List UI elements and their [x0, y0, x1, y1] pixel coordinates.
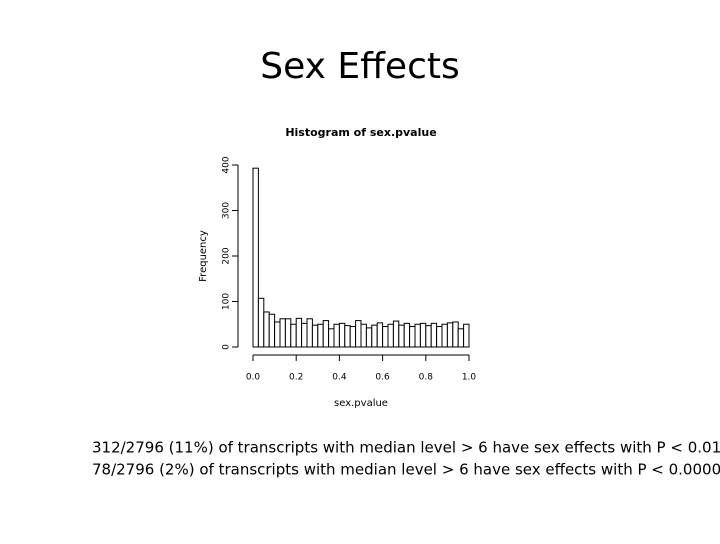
bar [284, 318, 292, 348]
bar [295, 317, 303, 348]
bar [306, 318, 313, 348]
x-tick-label: 0.0 [246, 373, 261, 383]
bar [338, 322, 346, 348]
chart-title: Histogram of sex.pvalue [285, 126, 436, 139]
bar [441, 323, 448, 348]
bar [279, 318, 286, 348]
bar [355, 320, 362, 348]
bar [252, 167, 259, 348]
bar [365, 327, 373, 348]
bar [419, 322, 427, 348]
bar [452, 321, 459, 348]
y-tick-label: 0 [222, 344, 232, 350]
bar [457, 328, 465, 348]
bar [317, 323, 324, 348]
note: 312/2796 (11%) of transcripts with media… [92, 439, 720, 457]
bar [360, 323, 367, 348]
bar [349, 326, 357, 348]
bar [290, 323, 297, 348]
bar [344, 325, 351, 348]
bar [263, 311, 270, 348]
bar [463, 323, 470, 348]
bar [425, 325, 432, 348]
note: 78/2796 (2%) of transcripts with median … [92, 461, 720, 479]
bar [322, 320, 330, 348]
bar [382, 326, 389, 348]
bar [301, 322, 308, 348]
bar [257, 297, 265, 348]
y-tick-label: 100 [222, 293, 232, 310]
y-tick-label: 200 [222, 247, 232, 264]
slide-title: Sex Effects [260, 46, 459, 87]
y-tick-label: 300 [222, 202, 232, 219]
bar [387, 323, 394, 348]
bar [430, 322, 438, 348]
bar [268, 313, 276, 348]
x-axis-label: sex.pvalue [334, 398, 388, 409]
x-tick-label: 0.6 [375, 373, 390, 383]
bar [311, 324, 319, 348]
x-tick-label: 0.4 [332, 373, 347, 383]
bar [436, 326, 443, 348]
bar [414, 323, 421, 348]
y-tick-label: 400 [222, 156, 232, 173]
bar [446, 322, 454, 348]
bar [371, 324, 378, 348]
bar [409, 326, 416, 348]
bar [403, 322, 411, 348]
bar [376, 322, 384, 348]
bar [333, 323, 340, 348]
bar [274, 321, 281, 348]
bar [398, 324, 405, 348]
x-tick-label: 0.2 [289, 373, 303, 383]
x-tick-label: 1.0 [462, 373, 477, 383]
x-tick-label: 0.8 [419, 373, 434, 383]
y-axis-label: Frequency [198, 230, 209, 282]
bar [392, 320, 400, 348]
bar [328, 328, 335, 348]
